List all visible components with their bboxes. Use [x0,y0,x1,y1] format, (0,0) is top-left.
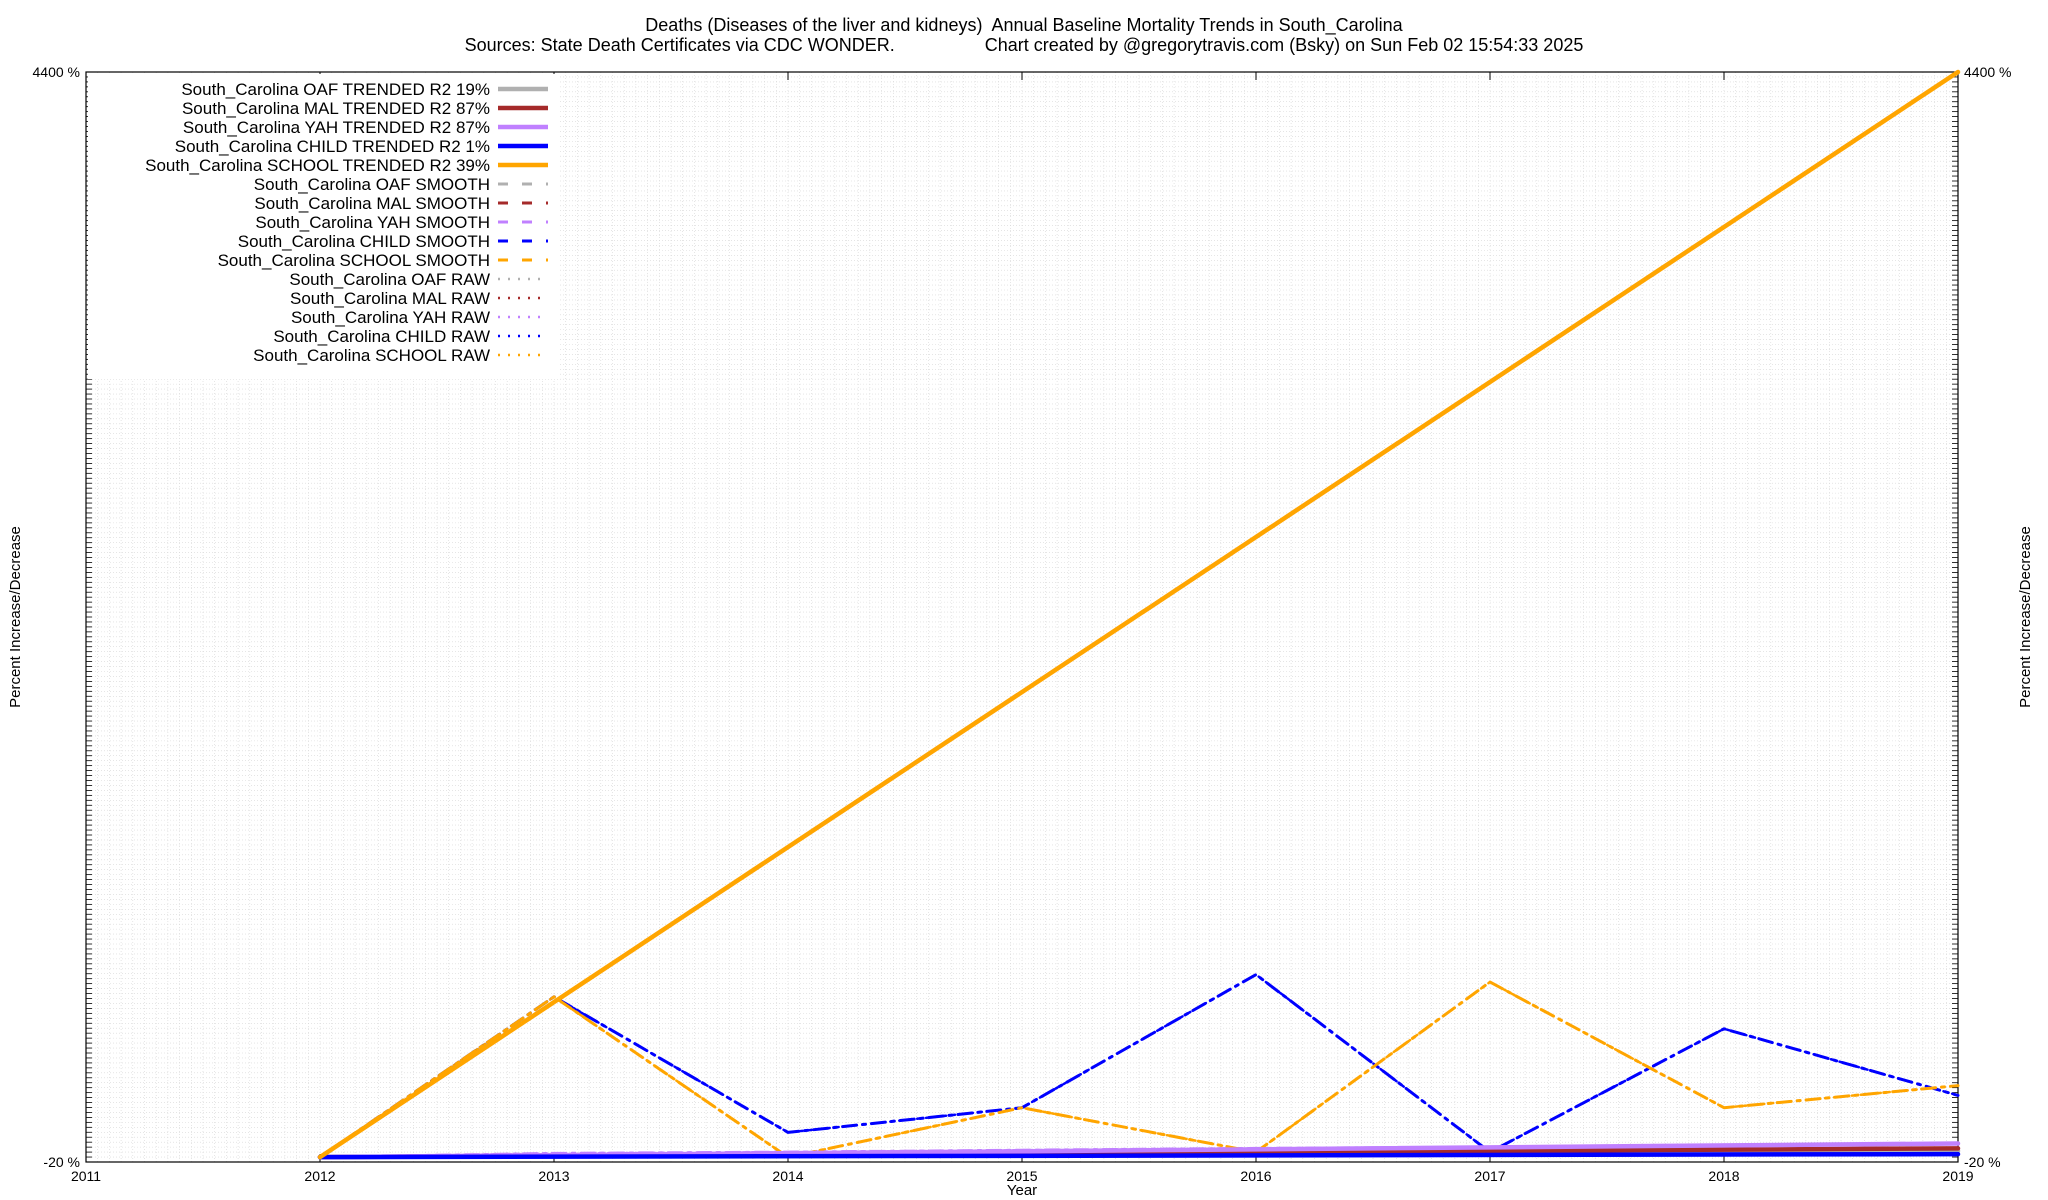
y-tick-label: -20 % [43,1154,80,1170]
y-tick-label: -20 % [1964,1154,2001,1170]
legend-label: South_Carolina YAH SMOOTH [255,213,490,232]
series-layer [317,69,1961,1160]
series-line-trended [317,1151,1961,1160]
x-tick-label: 2011 [71,1168,101,1184]
legend-label: South_Carolina CHILD TRENDED R2 1% [175,137,490,156]
legend-label: South_Carolina OAF RAW [289,270,490,289]
legend-label: South_Carolina MAL TRENDED R2 87% [182,99,490,118]
legend-label: South_Carolina OAF TRENDED R2 19% [181,80,490,99]
series-line-smooth [318,973,1960,1159]
legend-label: South_Carolina OAF SMOOTH [254,175,490,194]
x-tick-label: 2013 [538,1168,569,1184]
x-axis-ticks: 2011 2012 2013 2014 2015 2016 2017 2018 2019 [71,72,1974,1184]
legend-label: South_Carolina CHILD SMOOTH [238,232,490,251]
series-line-trended [317,69,1961,1160]
x-tick-label: 2012 [304,1168,335,1184]
x-axis-label: Year [1007,1182,1037,1199]
series-line-smooth [318,980,1960,1159]
legend-label: South_Carolina SCHOOL RAW [253,346,490,365]
legend-label: South_Carolina SCHOOL TRENDED R2 39% [145,156,490,175]
legend-label: South_Carolina SCHOOL SMOOTH [218,251,490,270]
x-tick-label: 2017 [1474,1168,1505,1184]
legend-label: South_Carolina MAL RAW [290,289,490,308]
x-tick-label: 2015 [1006,1168,1037,1184]
legend-label: South_Carolina YAH TRENDED R2 87% [183,118,490,137]
x-tick-label: 2018 [1708,1168,1739,1184]
grid [86,72,1958,1162]
y-tick-label: 4400 % [1964,64,2011,80]
x-tick-label: 2014 [772,1168,803,1184]
x-tick-label: 2016 [1240,1168,1271,1184]
y-tick-label: 4400 % [33,64,80,80]
legend: South_Carolina OAF TRENDED R2 19%South_C… [88,74,558,379]
y-axis-label-left: Percent Increase/Decrease [7,526,24,708]
x-tick-label: 2019 [1942,1168,1973,1184]
y-axis-label-right: Percent Increase/Decrease [2017,526,2034,708]
legend-label: South_Carolina YAH RAW [291,308,490,327]
chart-title: Deaths (Diseases of the liver and kidney… [645,15,1403,35]
legend-background [88,74,558,379]
legend-label: South_Carolina CHILD RAW [273,327,490,346]
legend-label: South_Carolina MAL SMOOTH [254,194,490,213]
y-axis-ticks: 4400 % -20 % 4400 % -20 % [33,64,2012,1170]
chart-subtitle: Sources: State Death Certificates via CD… [464,35,1584,55]
